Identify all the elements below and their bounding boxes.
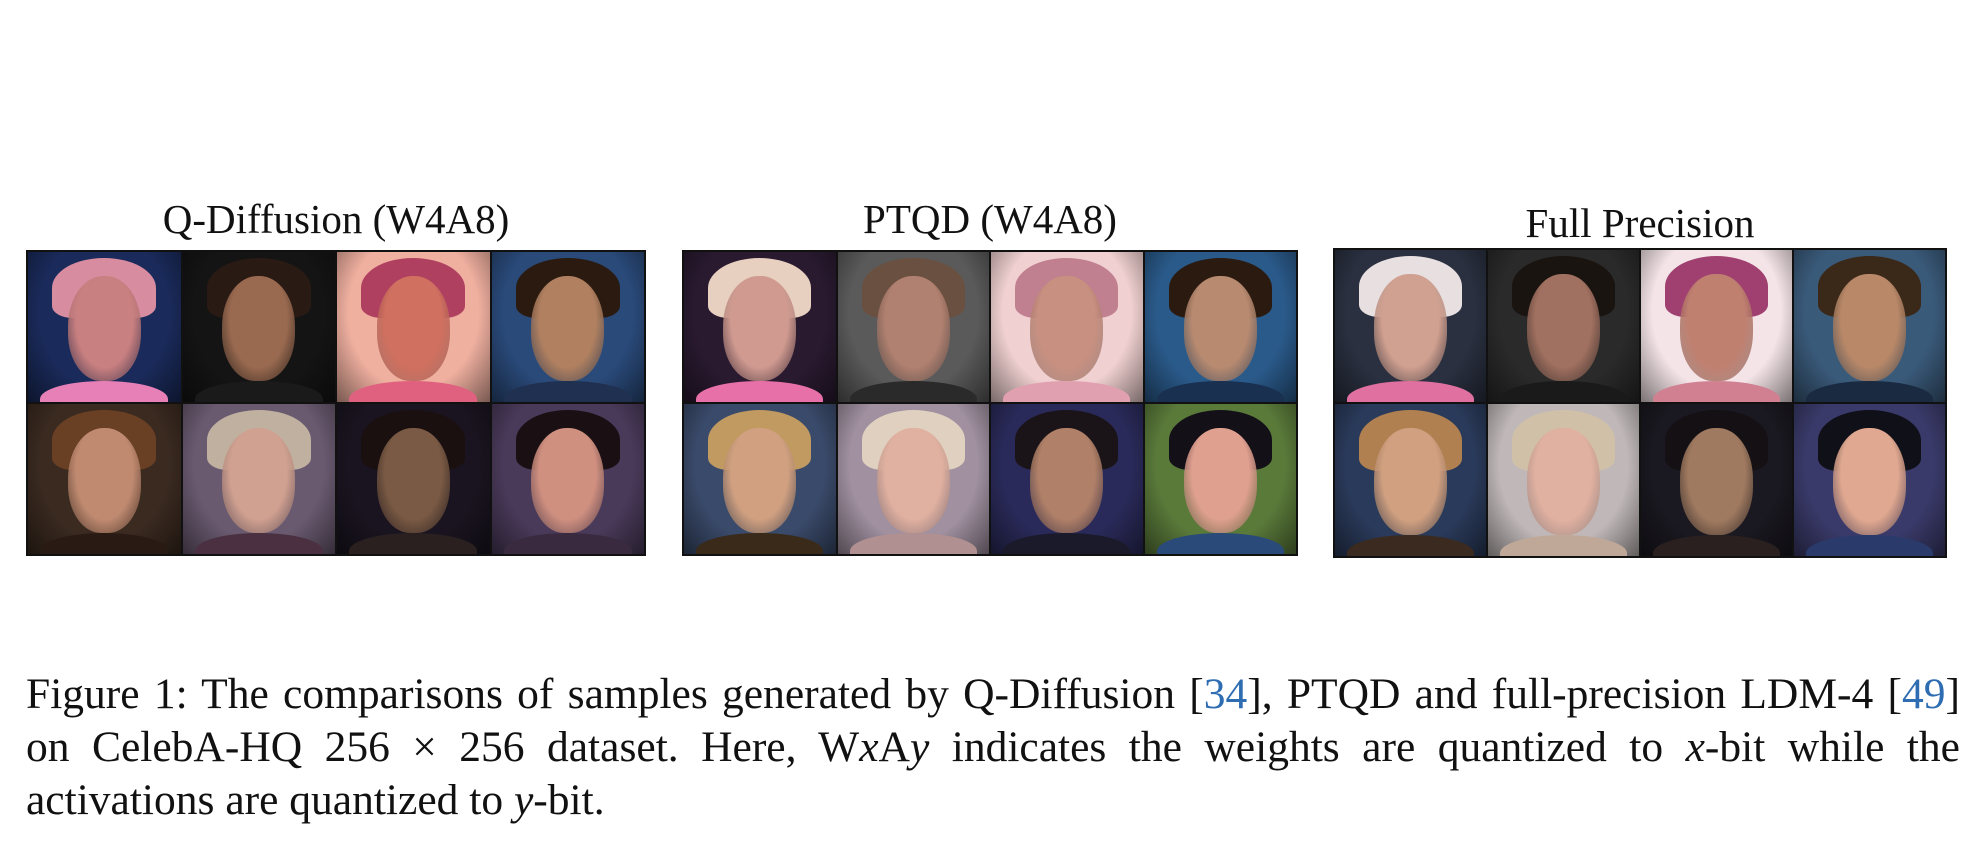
caption-text: ], PTQD and full-precision LDM-4 [ — [1247, 670, 1902, 718]
shoulders-shape — [1500, 380, 1627, 402]
caption-text: The comparisons of samples generated by … — [187, 670, 1204, 718]
sample-image — [182, 252, 335, 402]
shoulders-shape — [1500, 534, 1627, 556]
sample-image — [1794, 250, 1945, 402]
citation-link[interactable]: 34 — [1203, 670, 1248, 718]
face-shape — [1527, 274, 1600, 381]
sample-image — [491, 404, 644, 554]
sample-image — [337, 404, 490, 554]
caption-text: -bit while the activations are quantized… — [26, 723, 1960, 824]
face-shape — [67, 276, 141, 381]
panel-q-diffusion: Q-Diffusion (W4A8) — [26, 195, 646, 620]
panel-full-precision: Full Precision — [1333, 195, 1947, 620]
shoulders-shape — [1806, 534, 1933, 556]
shoulders-shape — [1347, 380, 1474, 402]
panel-title: Q-Diffusion (W4A8) — [162, 196, 510, 242]
face-shape — [531, 428, 605, 533]
sample-image — [182, 404, 335, 554]
math-variable: y — [909, 723, 930, 771]
shoulders-shape — [1156, 381, 1284, 402]
panel-ptqd: PTQD (W4A8) — [682, 195, 1298, 620]
face-shape — [1680, 274, 1753, 381]
face-shape — [531, 276, 605, 381]
face-shape — [1833, 428, 1906, 535]
face-shape — [1527, 428, 1600, 535]
shoulders-shape — [194, 381, 323, 402]
shoulders-shape — [1806, 380, 1933, 402]
sample-image — [1641, 250, 1792, 402]
math-variable: y — [513, 776, 534, 824]
caption-text: A — [878, 723, 910, 771]
sample-image — [491, 252, 644, 402]
face-shape — [723, 276, 797, 381]
sample-image — [28, 252, 181, 402]
sample-image — [684, 404, 836, 554]
sample-image — [837, 252, 989, 402]
face-shape — [67, 428, 141, 533]
sample-image — [991, 404, 1143, 554]
face-shape — [376, 428, 450, 533]
face-shape — [376, 276, 450, 381]
face-shape — [1030, 428, 1104, 533]
caption-label: Figure 1: — [26, 670, 188, 718]
sample-image — [1144, 252, 1296, 402]
sample-image — [1335, 250, 1486, 402]
sample-image — [1335, 404, 1486, 556]
sample-image — [1641, 404, 1792, 556]
face-shape — [876, 276, 950, 381]
face-shape — [1183, 428, 1257, 533]
shoulders-shape — [696, 533, 824, 554]
face-shape — [723, 428, 797, 533]
face-shape — [1030, 276, 1104, 381]
shoulders-shape — [503, 381, 632, 402]
sample-grid — [1333, 248, 1947, 558]
shoulders-shape — [349, 381, 478, 402]
sample-grid — [26, 250, 646, 556]
shoulders-shape — [1156, 533, 1284, 554]
sample-image — [28, 404, 181, 554]
shoulders-shape — [1003, 381, 1131, 402]
math-variable: x — [859, 723, 879, 771]
shoulders-shape — [349, 533, 478, 554]
caption-text: indicates the weights are quantized to — [929, 723, 1686, 771]
sample-image — [1488, 250, 1639, 402]
caption-text: -bit. — [533, 776, 605, 824]
shoulders-shape — [40, 533, 169, 554]
shoulders-shape — [849, 533, 977, 554]
shoulders-shape — [1653, 380, 1780, 402]
face-shape — [1374, 428, 1447, 535]
shoulders-shape — [849, 381, 977, 402]
caption-text: ] on CelebA-HQ 256 × 256 dataset. Here, … — [26, 670, 1960, 771]
math-variable: x — [1685, 723, 1705, 771]
sample-image — [337, 252, 490, 402]
shoulders-shape — [40, 381, 169, 402]
shoulders-shape — [696, 381, 824, 402]
shoulders-shape — [1347, 534, 1474, 556]
panel-title: Full Precision — [1525, 200, 1755, 246]
figure-caption: Figure 1: The comparisons of samples gen… — [26, 668, 1960, 827]
citation-link[interactable]: 49 — [1902, 670, 1946, 718]
face-shape — [1374, 274, 1447, 381]
shoulders-shape — [1653, 534, 1780, 556]
face-shape — [222, 428, 296, 533]
face-shape — [876, 428, 950, 533]
sample-image — [991, 252, 1143, 402]
sample-image — [837, 404, 989, 554]
face-shape — [1183, 276, 1257, 381]
face-shape — [1680, 428, 1753, 535]
sample-grid — [682, 250, 1298, 556]
sample-image — [1794, 404, 1945, 556]
shoulders-shape — [1003, 533, 1131, 554]
sample-image — [684, 252, 836, 402]
sample-image — [1488, 404, 1639, 556]
panel-title: PTQD (W4A8) — [863, 196, 1117, 242]
face-shape — [1833, 274, 1906, 381]
shoulders-shape — [194, 533, 323, 554]
face-shape — [222, 276, 296, 381]
sample-image — [1144, 404, 1296, 554]
shoulders-shape — [503, 533, 632, 554]
